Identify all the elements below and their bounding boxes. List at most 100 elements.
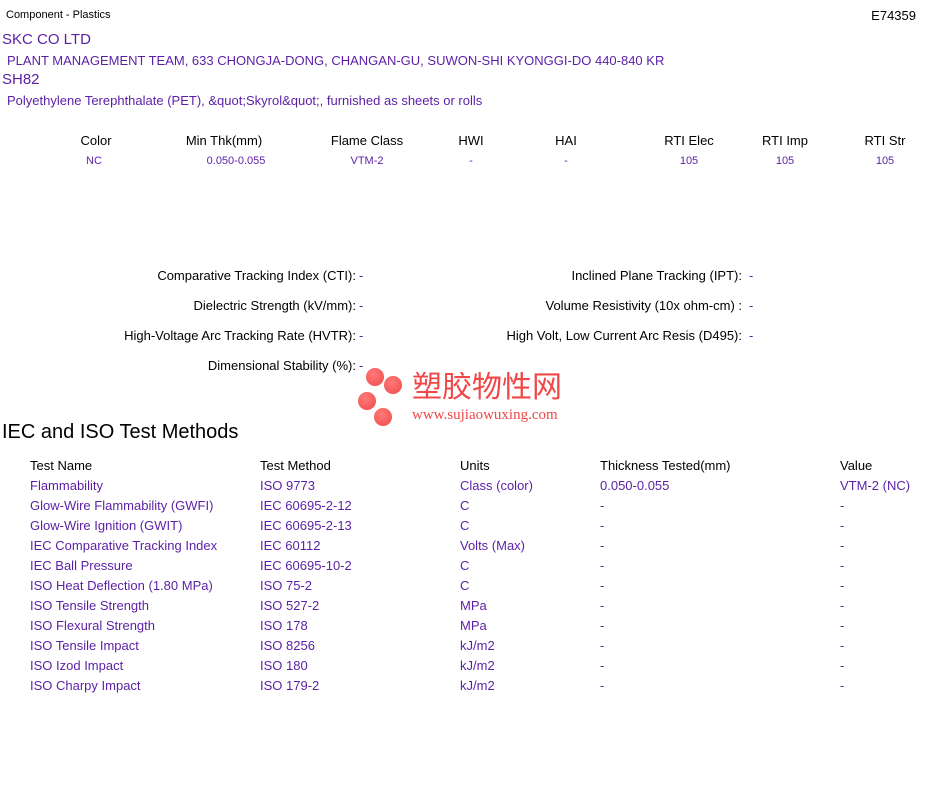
property-label: High Volt, Low Current Arc Resis (D495): <box>506 328 742 343</box>
table-cell: Glow-Wire Flammability (GWFI) <box>30 498 214 513</box>
table-cell: IEC 60695-2-13 <box>260 518 352 533</box>
table-cell: Class (color) <box>460 478 533 493</box>
table-cell: IEC 60695-10-2 <box>260 558 352 573</box>
table-cell: kJ/m2 <box>460 638 495 653</box>
summary-header: HAI <box>555 133 577 148</box>
table-cell: C <box>460 518 470 533</box>
watermark-url: www.sujiaowuxing.com <box>412 407 558 423</box>
table-cell: ISO Tensile Strength <box>30 598 149 613</box>
file-number: E74359 <box>871 8 916 23</box>
company-address: PLANT MANAGEMENT TEAM, 633 CHONGJA-DONG,… <box>7 53 665 68</box>
table-cell: C <box>460 578 470 593</box>
methods-header: Value <box>840 458 873 473</box>
summary-value: NC <box>86 155 102 167</box>
table-cell: ISO 178 <box>260 618 308 633</box>
table-cell: - <box>840 558 845 573</box>
table-cell: - <box>600 678 605 693</box>
table-cell: ISO 179-2 <box>260 678 320 693</box>
table-cell: - <box>600 658 605 673</box>
methods-header: Thickness Tested(mm) <box>600 458 731 473</box>
summary-value: 0.050-0.055 <box>206 155 266 167</box>
property-value: - <box>359 298 364 313</box>
table-cell: ISO 8256 <box>260 638 315 653</box>
table-cell: - <box>600 578 605 593</box>
summary-header: RTI Imp <box>762 133 808 148</box>
table-cell: ISO Tensile Impact <box>30 638 139 653</box>
table-cell: Volts (Max) <box>460 538 526 553</box>
table-cell: - <box>840 598 845 613</box>
property-label: Dimensional Stability (%): <box>207 358 356 373</box>
table-cell: ISO Izod Impact <box>30 658 124 673</box>
table-cell: ISO Heat Deflection (1.80 MPa) <box>30 578 213 593</box>
table-cell: VTM-2 (NC) <box>840 478 911 493</box>
company-name: SKC CO LTD <box>2 31 91 48</box>
summary-header: Min Thk(mm) <box>185 133 263 148</box>
table-cell: - <box>840 538 845 553</box>
table-cell: ISO Flexural Strength <box>30 618 155 633</box>
property-value: - <box>359 328 364 343</box>
summary-value: 105 <box>679 155 699 167</box>
table-cell: - <box>600 518 605 533</box>
table-cell: IEC Ball Pressure <box>30 558 133 573</box>
table-cell: C <box>460 498 470 513</box>
table-cell: ISO 75-2 <box>260 578 313 593</box>
table-cell: - <box>840 498 845 513</box>
property-value: - <box>749 268 754 283</box>
table-cell: kJ/m2 <box>460 678 495 693</box>
table-cell: - <box>600 598 605 613</box>
property-label: Volume Resistivity (10x ohm-cm) : <box>545 298 743 313</box>
property-label: Inclined Plane Tracking (IPT): <box>571 268 742 283</box>
table-cell: ISO 180 <box>260 658 308 673</box>
summary-value: 105 <box>775 155 795 167</box>
table-cell: - <box>840 618 845 633</box>
summary-header: RTI Elec <box>664 133 714 148</box>
table-cell: - <box>840 518 845 533</box>
summary-header: Flame Class <box>330 133 404 148</box>
table-cell: C <box>460 558 470 573</box>
table-cell: - <box>600 498 605 513</box>
property-label: Dielectric Strength (kV/mm): <box>193 298 356 313</box>
property-label: High-Voltage Arc Tracking Rate (HVTR): <box>124 328 356 343</box>
watermark-logo: 塑胶物性网 www.sujiaowuxing.com <box>356 366 596 430</box>
property-value: - <box>749 328 754 343</box>
table-cell: - <box>840 638 845 653</box>
summary-value: - <box>469 155 473 167</box>
property-value: - <box>749 298 754 313</box>
table-cell: Flammability <box>30 478 103 493</box>
category-label: Component - Plastics <box>6 9 111 21</box>
product-description: Polyethylene Terephthalate (PET), &quot;… <box>7 93 483 108</box>
summary-header: HWI <box>458 133 484 148</box>
table-cell: IEC Comparative Tracking Index <box>30 538 218 553</box>
property-value: - <box>359 268 364 283</box>
watermark-text: 塑胶物性网 <box>412 372 562 404</box>
table-cell: - <box>840 578 845 593</box>
table-cell: - <box>600 618 605 633</box>
methods-header: Units <box>460 458 490 473</box>
summary-header: Color <box>80 133 112 148</box>
property-label: Comparative Tracking Index (CTI): <box>157 268 356 283</box>
table-cell: - <box>600 558 605 573</box>
table-cell: - <box>600 538 605 553</box>
table-cell: - <box>600 638 605 653</box>
table-cell: - <box>840 658 845 673</box>
table-cell: ISO 9773 <box>260 478 315 493</box>
table-cell: Glow-Wire Ignition (GWIT) <box>30 518 183 533</box>
methods-header: Test Name <box>30 458 93 473</box>
product-grade: SH82 <box>2 71 40 88</box>
summary-value: - <box>564 155 568 167</box>
methods-title: IEC and ISO Test Methods <box>2 421 239 443</box>
table-cell: kJ/m2 <box>460 658 495 673</box>
table-cell: MPa <box>460 598 487 613</box>
summary-value: 105 <box>875 155 895 167</box>
table-cell: IEC 60112 <box>260 538 321 553</box>
table-cell: ISO Charpy Impact <box>30 678 141 693</box>
table-cell: IEC 60695-2-12 <box>260 498 352 513</box>
property-value: - <box>359 358 364 373</box>
table-cell: 0.050-0.055 <box>600 478 670 493</box>
summary-value: VTM-2 <box>350 155 384 167</box>
table-cell: MPa <box>460 618 487 633</box>
table-cell: ISO 527-2 <box>260 598 320 613</box>
methods-header: Test Method <box>260 458 331 473</box>
table-cell: - <box>840 678 845 693</box>
summary-header: RTI Str <box>864 133 906 148</box>
